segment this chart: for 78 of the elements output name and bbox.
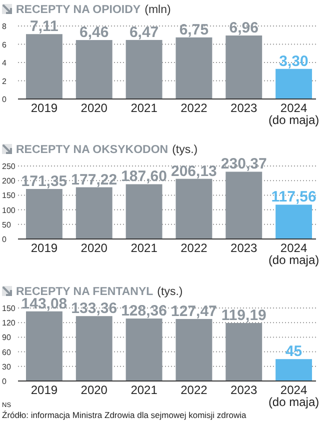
x-tick-label: 2020 xyxy=(80,241,108,255)
chart-title: RECEPTY NA OPIOIDY xyxy=(16,4,141,16)
bar xyxy=(26,311,62,381)
bar xyxy=(26,188,62,239)
bar xyxy=(76,316,112,381)
data-label: 6,75 xyxy=(179,21,209,38)
x-tick-label: 2023 xyxy=(230,383,258,397)
x-tick-label: 2024 (do maja) xyxy=(268,241,320,267)
bar xyxy=(226,322,262,381)
x-tick-label: 2024 (do maja) xyxy=(268,101,320,127)
x-tick-label: 2019 xyxy=(30,101,58,115)
data-label: 128,36 xyxy=(121,302,167,320)
y-tick-label: 150 xyxy=(2,304,16,313)
data-label: 3,30 xyxy=(279,52,308,70)
x-tick-label: 2022 xyxy=(180,101,208,115)
y-tick-label: 0 xyxy=(2,95,7,104)
y-tick-label: 90 xyxy=(2,333,12,342)
bar xyxy=(26,34,62,99)
y-tick-label: 150 xyxy=(2,191,16,200)
data-label: 171,35 xyxy=(21,172,68,190)
y-tick-label: 0 xyxy=(2,235,7,244)
bar xyxy=(76,187,112,239)
x-tick-label: 2020 xyxy=(80,383,108,397)
x-tick-label: 2020 xyxy=(80,101,108,115)
bar xyxy=(126,318,162,381)
bar xyxy=(226,35,262,99)
y-tick-label: 0 xyxy=(2,377,7,386)
x-tick-label: 2022 xyxy=(180,241,208,255)
data-label: 177,22 xyxy=(71,171,118,188)
x-tick-label: 2023 xyxy=(230,241,258,255)
y-tick-label: 120 xyxy=(2,318,16,328)
x-tick-label: 2019 xyxy=(30,241,58,255)
data-label: 6,46 xyxy=(80,24,109,42)
data-label: 119,19 xyxy=(221,306,266,324)
x-tick-label: 2021 xyxy=(130,241,158,255)
bar xyxy=(276,204,312,239)
y-tick-label: 60 xyxy=(2,348,12,357)
data-label: 117,56 xyxy=(271,188,316,206)
data-label: 45 xyxy=(285,343,302,360)
y-tick-label: 6 xyxy=(2,40,7,50)
x-tick-label: 2024 (do maja) xyxy=(268,383,320,409)
y-tick-label: 50 xyxy=(2,220,12,230)
data-label: 127,47 xyxy=(171,302,217,320)
y-tick-label: 250 xyxy=(2,162,16,171)
data-label: 6,96 xyxy=(229,19,258,36)
bar xyxy=(176,178,212,239)
y-tick-label: 4 xyxy=(2,58,7,68)
bar xyxy=(276,359,312,381)
data-label: 143,08 xyxy=(21,295,68,312)
x-tick-label: 2021 xyxy=(130,101,158,115)
bar xyxy=(226,172,262,239)
x-tick-label: 2021 xyxy=(130,383,158,397)
y-tick-label: 200 xyxy=(2,176,16,186)
x-tick-label: 2022 xyxy=(180,383,208,397)
x-tick-label: 2019 xyxy=(30,383,58,397)
chart-subtitle: (mln) xyxy=(144,4,171,16)
data-label: 6,47 xyxy=(129,24,159,41)
data-label: 187,60 xyxy=(121,168,167,186)
text: Źródło: informacja Ministra Zdrowia dla sejmowej komisji zdrowia xyxy=(2,410,246,420)
y-tick-label: 100 xyxy=(2,206,16,215)
data-label: 133,36 xyxy=(71,300,118,318)
bar xyxy=(176,37,212,99)
y-tick-label: 8 xyxy=(2,22,7,31)
bar xyxy=(276,68,312,99)
bar xyxy=(76,40,112,99)
bar xyxy=(126,40,162,99)
chart-title: RECEPTY NA FENTANYL xyxy=(16,286,154,298)
data-label: 206,13 xyxy=(171,162,217,180)
y-tick-label: 30 xyxy=(2,362,12,372)
x-tick-label: 2023 xyxy=(230,101,258,115)
bar xyxy=(176,318,212,381)
chart-subtitle: (tys.) xyxy=(172,144,198,156)
data-label: 7,11 xyxy=(30,18,58,36)
bar xyxy=(126,184,162,239)
y-tick-label: 2 xyxy=(2,76,7,86)
chart-subtitle: (tys.) xyxy=(157,286,183,298)
chart-title: RECEPTY NA OKSYKODON xyxy=(16,144,168,156)
data-label: 230,37 xyxy=(220,156,267,173)
